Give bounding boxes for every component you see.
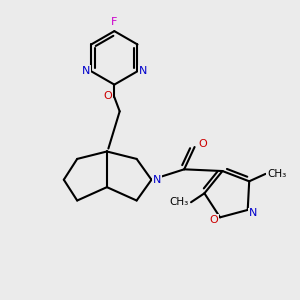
Text: F: F bbox=[111, 16, 118, 27]
Text: O: O bbox=[199, 139, 207, 149]
Text: O: O bbox=[209, 215, 218, 225]
Text: CH₃: CH₃ bbox=[267, 169, 286, 179]
Text: O: O bbox=[103, 91, 112, 100]
Text: CH₃: CH₃ bbox=[169, 197, 189, 207]
Text: N: N bbox=[249, 208, 257, 218]
Text: N: N bbox=[153, 175, 161, 185]
Text: N: N bbox=[139, 66, 147, 76]
Text: N: N bbox=[82, 66, 90, 76]
